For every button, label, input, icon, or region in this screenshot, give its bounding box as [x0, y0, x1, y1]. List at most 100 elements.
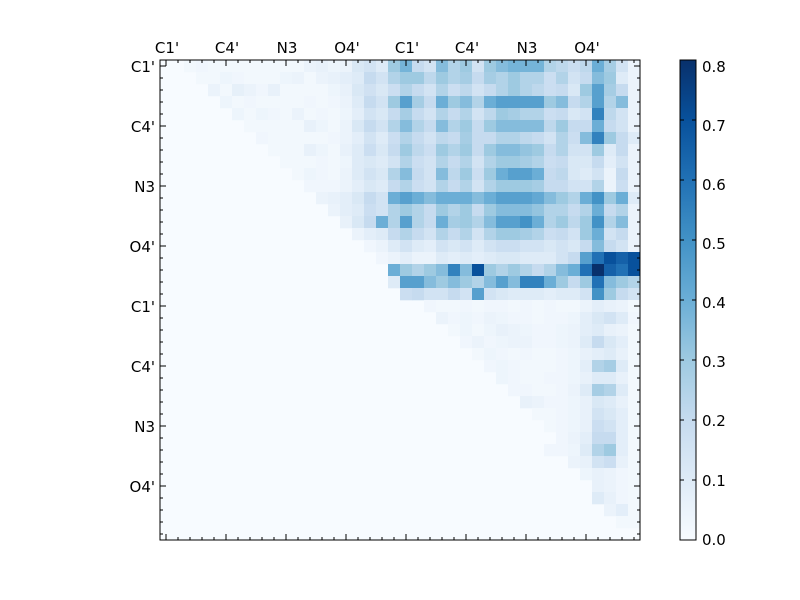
heatmap-cell — [364, 120, 377, 133]
heatmap-cell — [628, 348, 641, 361]
heatmap-cell — [532, 360, 545, 373]
heatmap-cell — [316, 60, 329, 73]
heatmap-cell — [592, 192, 605, 205]
heatmap-cell — [604, 276, 617, 289]
heatmap-cell — [580, 300, 593, 313]
heatmap-cell — [400, 60, 413, 73]
x-tick-label: N3 — [517, 39, 538, 57]
x-tick-label: C4' — [215, 39, 239, 57]
heatmap-cell — [520, 372, 533, 385]
heatmap-cell — [496, 96, 509, 109]
heatmap-cell — [532, 168, 545, 181]
heatmap-cell — [628, 252, 641, 265]
heatmap-cell — [472, 168, 485, 181]
heatmap-cell — [580, 408, 593, 421]
heatmap-cell — [460, 132, 473, 145]
heatmap-cell — [448, 84, 461, 97]
heatmap-cell — [532, 276, 545, 289]
heatmap-cell — [556, 384, 569, 397]
heatmap-cell — [400, 84, 413, 97]
heatmap-cell — [508, 96, 521, 109]
heatmap-cell — [544, 300, 557, 313]
heatmap-cell — [352, 192, 365, 205]
heatmap-cell — [424, 288, 437, 301]
heatmap-cell — [472, 276, 485, 289]
heatmap-cell — [592, 156, 605, 169]
heatmap-cell — [532, 312, 545, 325]
heatmap-cell — [448, 324, 461, 337]
heatmap-cell — [448, 180, 461, 193]
heatmap-cell — [340, 96, 353, 109]
heatmap-cell — [316, 72, 329, 85]
heatmap-cell — [628, 468, 641, 481]
heatmap-cell — [364, 204, 377, 217]
heatmap-cell — [484, 84, 497, 97]
heatmap-cell — [592, 384, 605, 397]
heatmap-cell — [256, 108, 269, 121]
heatmap-cell — [424, 252, 437, 265]
heatmap-cell — [508, 300, 521, 313]
heatmap-cell — [628, 408, 641, 421]
heatmap-cell — [448, 252, 461, 265]
heatmap-cell — [580, 276, 593, 289]
heatmap-cell — [292, 72, 305, 85]
heatmap-cell — [436, 192, 449, 205]
heatmap-cell — [508, 144, 521, 157]
heatmap-cell — [544, 180, 557, 193]
heatmap-cell — [604, 468, 617, 481]
heatmap-cell — [376, 192, 389, 205]
heatmap-cell — [604, 264, 617, 277]
heatmap-cell — [376, 96, 389, 109]
heatmap-cell — [544, 132, 557, 145]
heatmap-cell — [544, 120, 557, 133]
heatmap-cell — [580, 348, 593, 361]
heatmap-cell — [628, 132, 641, 145]
heatmap-cell — [424, 108, 437, 121]
heatmap-cell — [604, 324, 617, 337]
heatmap-cell — [616, 252, 629, 265]
heatmap-cell — [604, 168, 617, 181]
heatmap-cell — [400, 156, 413, 169]
heatmap-cell — [352, 84, 365, 97]
heatmap-cell — [544, 72, 557, 85]
heatmap-cell — [400, 72, 413, 85]
heatmap-cell — [412, 180, 425, 193]
heatmap-cell — [616, 360, 629, 373]
heatmap-cell — [568, 276, 581, 289]
heatmap-cell — [400, 180, 413, 193]
heatmap-cell — [544, 396, 557, 409]
heatmap-cell — [448, 240, 461, 253]
heatmap-cell — [532, 324, 545, 337]
heatmap-cell — [220, 60, 233, 73]
heatmap-cell — [580, 468, 593, 481]
heatmap-cell — [520, 204, 533, 217]
heatmap-cell — [592, 252, 605, 265]
x-tick-label: O4' — [334, 39, 359, 57]
heatmap-cell — [628, 336, 641, 349]
heatmap-cell — [436, 72, 449, 85]
heatmap-cell — [328, 144, 341, 157]
heatmap-cell — [568, 120, 581, 133]
heatmap-cell — [364, 96, 377, 109]
heatmap-cell — [628, 144, 641, 157]
heatmap-cell — [556, 108, 569, 121]
heatmap-cell — [304, 180, 317, 193]
heatmap-cell — [520, 168, 533, 181]
heatmap-cell — [328, 180, 341, 193]
heatmap-cell — [460, 180, 473, 193]
heatmap-cell — [628, 396, 641, 409]
heatmap-cell — [508, 84, 521, 97]
heatmap-cell — [496, 288, 509, 301]
heatmap-cell — [568, 324, 581, 337]
heatmap-cell — [412, 276, 425, 289]
heatmap-cell — [376, 204, 389, 217]
heatmap-cell — [328, 156, 341, 169]
heatmap-cell — [496, 108, 509, 121]
heatmap-cell — [508, 348, 521, 361]
heatmap-cell — [484, 276, 497, 289]
heatmap-cell — [508, 336, 521, 349]
heatmap-cell — [328, 204, 341, 217]
heatmap-cell — [568, 336, 581, 349]
heatmap-cell — [352, 108, 365, 121]
heatmap-cell — [580, 72, 593, 85]
